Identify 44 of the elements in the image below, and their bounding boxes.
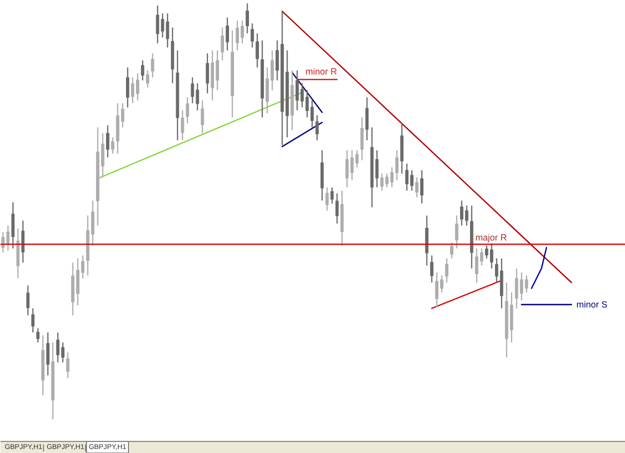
- candlestick: [430, 254, 434, 284]
- candlestick: [186, 96, 190, 124]
- candlestick: [111, 136, 114, 154]
- candlestick: [226, 16, 229, 52]
- candlestick: [350, 150, 354, 181]
- candlestick: [66, 352, 70, 379]
- candlestick: [196, 82, 200, 111]
- candlestick: [190, 76, 194, 104]
- candlestick: [365, 96, 369, 141]
- candlestick: [450, 242, 454, 260]
- candlestick: [325, 186, 329, 212]
- candlestick: [246, 2, 249, 34]
- candlestick: [36, 328, 40, 344]
- candlestick: [46, 332, 50, 376]
- candlestick: [445, 258, 448, 284]
- candlestick: [345, 150, 349, 188]
- candlestick: [256, 32, 259, 68]
- candlestick: [455, 214, 458, 250]
- candlestick: [420, 170, 424, 204]
- candlestick: [206, 52, 210, 94]
- candlestick: [21, 220, 25, 264]
- ref-line-label: major R: [475, 232, 508, 242]
- candlestick: [106, 124, 110, 158]
- candlestick: [150, 52, 154, 78]
- series-label: minor R: [306, 66, 338, 77]
- candlestick: [26, 284, 30, 316]
- candlestick: [31, 308, 35, 334]
- candlestick: [330, 186, 334, 204]
- candlestick: [200, 100, 204, 134]
- candlestick: [146, 70, 150, 88]
- candlestick: [315, 114, 319, 141]
- candlestick: [180, 110, 184, 141]
- candlestick: [360, 116, 364, 161]
- candlestick: [355, 150, 359, 168]
- candlestick: [415, 176, 418, 198]
- candlestick: [524, 274, 528, 294]
- candlestick: [166, 12, 170, 48]
- candlestick: [11, 202, 15, 250]
- candlestick: [126, 66, 130, 108]
- candlestick: [335, 192, 339, 224]
- candlestick: [140, 60, 144, 81]
- candlestick: [220, 26, 224, 61]
- series-label: minor S: [576, 300, 608, 310]
- candlestick: [250, 22, 254, 48]
